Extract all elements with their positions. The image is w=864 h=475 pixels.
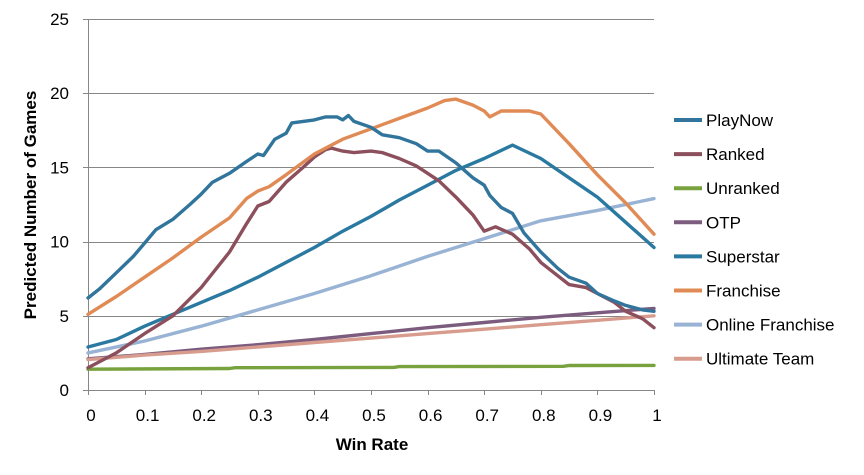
axes <box>83 19 655 395</box>
x-axis-title: Win Rate <box>336 435 409 454</box>
y-tick-label: 10 <box>50 233 69 252</box>
y-tick-label: 5 <box>60 307 69 326</box>
legend-label-unranked: Unranked <box>706 179 780 198</box>
legend-label-playnow: PlayNow <box>706 111 774 130</box>
y-tick-label: 25 <box>50 10 69 29</box>
series-lines <box>86 97 656 371</box>
series-line-franchise <box>86 97 656 316</box>
series-line-superstar <box>86 143 656 349</box>
y-tick-label: 15 <box>50 158 69 177</box>
x-tick-label: 0 <box>86 406 95 425</box>
series-line-unranked <box>86 363 656 371</box>
legend-label-ranked: Ranked <box>706 145 765 164</box>
x-tick-label: 0.4 <box>306 406 330 425</box>
x-tick-label: 0.5 <box>362 406 386 425</box>
x-tick-label: 1 <box>652 406 661 425</box>
x-tick-label: 0.9 <box>589 406 613 425</box>
legend-label-ultimate-team: Ultimate Team <box>706 350 814 369</box>
x-tick-label: 0.6 <box>419 406 443 425</box>
y-axis-title: Predicted Number of Games <box>21 91 40 320</box>
x-tick-label: 0.7 <box>475 406 499 425</box>
x-tick-label: 0.2 <box>192 406 216 425</box>
series-line-online-franchise <box>86 196 656 355</box>
legend: PlayNow Ranked Unranked OTP Superstar Franchi… <box>674 111 835 369</box>
x-tick-label: 0.3 <box>249 406 273 425</box>
series-line-ultimate-team <box>86 314 656 362</box>
y-tick-label: 0 <box>60 381 69 400</box>
grid-lines <box>88 19 654 317</box>
tick-labels: 0 5 10 15 20 25 0 0.1 0.2 0.3 0.4 0.5 0.6 0.7 0.8 0.9 1 <box>50 10 662 425</box>
legend-label-superstar: Superstar <box>706 247 780 266</box>
legend-label-online-franchise: Online Franchise <box>706 316 835 335</box>
series-line-playnow <box>86 113 656 313</box>
x-tick-label: 0.8 <box>532 406 556 425</box>
x-tick-label: 0.1 <box>136 406 160 425</box>
series-line-ranked <box>86 146 656 370</box>
legend-label-otp: OTP <box>706 213 741 232</box>
y-tick-label: 20 <box>50 84 69 103</box>
legend-label-franchise: Franchise <box>706 282 781 301</box>
